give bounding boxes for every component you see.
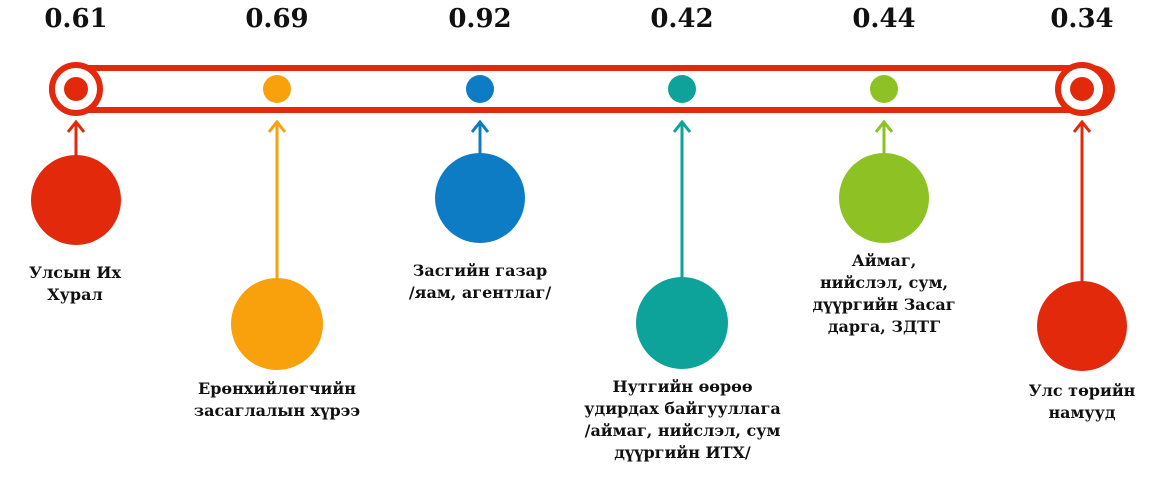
- node-circle-1: [31, 155, 121, 245]
- track-dot-5: [870, 75, 898, 103]
- node-circle-6: [1037, 281, 1127, 371]
- node-label-3: Засгийн газар /яам, агентлаг/: [408, 261, 552, 302]
- timeline-track: [49, 65, 1115, 113]
- track-dot-4: [668, 75, 696, 103]
- node-label-4: Нутгийн өөрөө удирдах байгууллага /аймаг…: [584, 377, 781, 462]
- node-value-3: 0.92: [448, 4, 512, 34]
- node-value-1: 0.61: [44, 4, 108, 34]
- node-circle-3: [435, 153, 525, 243]
- node-circle-5: [839, 153, 929, 243]
- arrow-1: [66, 119, 86, 160]
- left-end-marker-dot: [64, 77, 88, 101]
- node-label-1: Улсын Их Хурал: [29, 263, 121, 304]
- arrow-3: [470, 119, 490, 156]
- node-circle-2: [231, 278, 323, 370]
- node-value-4: 0.42: [650, 4, 714, 34]
- track-dot-3: [466, 75, 494, 103]
- node-value-5: 0.44: [852, 4, 916, 34]
- node-label-2: Ерөнхийлөгчийн засаглалын хүрээ: [193, 379, 361, 420]
- arrow-4: [672, 119, 692, 284]
- node-value-2: 0.69: [245, 4, 309, 34]
- arrow-6: [1072, 119, 1092, 286]
- node-label-6: Улс төрийн намууд: [1028, 381, 1136, 422]
- arrow-5: [874, 119, 894, 156]
- right-end-marker-dot: [1070, 77, 1094, 101]
- node-circle-4: [636, 277, 728, 369]
- arrow-2: [267, 119, 287, 284]
- node-value-6: 0.34: [1050, 4, 1114, 34]
- track-dot-2: [263, 75, 291, 103]
- node-label-5: Аймаг, нийслэл, сум, дүүргийн Засаг дарг…: [812, 251, 956, 336]
